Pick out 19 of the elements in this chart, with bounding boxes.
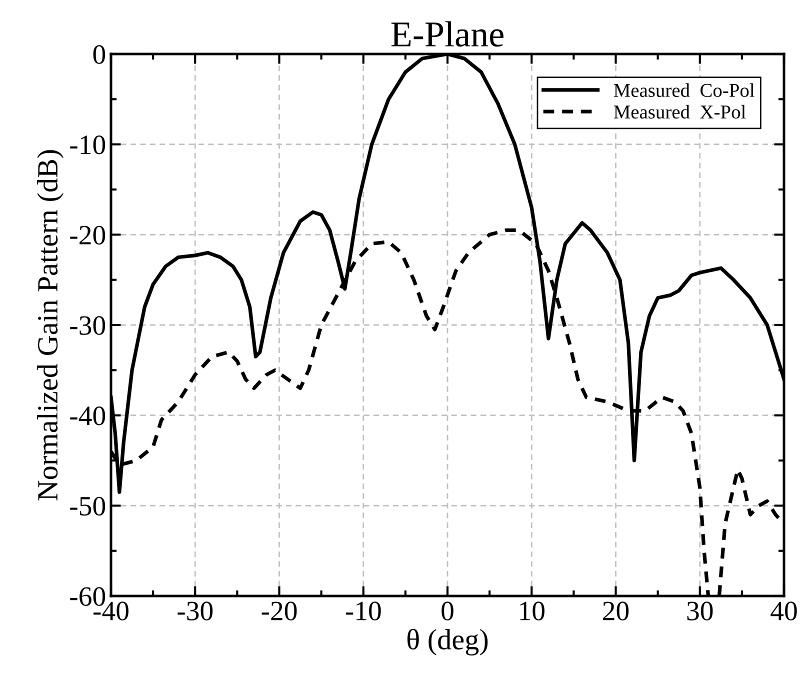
x-tick-label: -20 bbox=[262, 602, 297, 620]
y-tick-label: -50 bbox=[70, 496, 106, 516]
x-tick-label: 0 bbox=[442, 602, 454, 620]
x-axis-title: θ (deg) bbox=[407, 628, 488, 656]
x-tick-label: -30 bbox=[178, 602, 213, 620]
x-tick-label: 20 bbox=[603, 602, 629, 620]
x-tick-label: 30 bbox=[687, 602, 713, 620]
x-tick-label: 10 bbox=[520, 602, 544, 620]
chart-title: E-Plane bbox=[391, 21, 504, 47]
y-axis-title: Normalized Gain Pattern (dB) bbox=[37, 150, 64, 500]
y-tick-label: -30 bbox=[70, 316, 106, 335]
y-tick-label: -20 bbox=[70, 226, 106, 245]
x-tick-label: 40 bbox=[770, 602, 797, 620]
y-tick-label: -40 bbox=[70, 406, 106, 426]
y-tick-label: 0 bbox=[93, 45, 106, 64]
legend-label: Measured X-Pol bbox=[614, 104, 746, 119]
legend-label: Measured Co-Pol bbox=[614, 83, 754, 97]
y-tick-label: -10 bbox=[70, 136, 106, 154]
x-tick-label: -10 bbox=[346, 602, 381, 620]
